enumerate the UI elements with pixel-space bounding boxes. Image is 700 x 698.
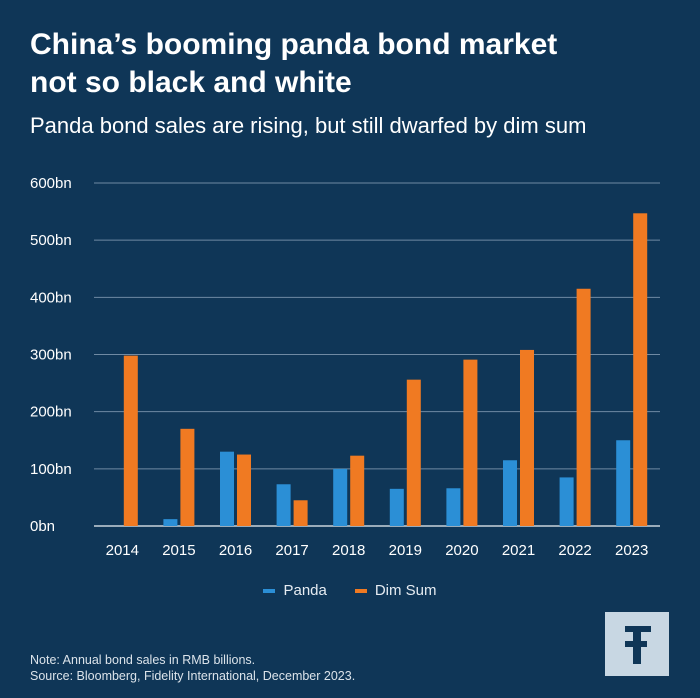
bar-panda	[616, 440, 631, 526]
bars	[123, 213, 648, 526]
source-line: Source: Bloomberg, Fidelity Internationa…	[30, 669, 356, 683]
bar-dim-sum	[350, 455, 365, 526]
x-tick-label: 2023	[615, 542, 648, 559]
bar-panda	[559, 477, 574, 526]
bar-panda	[446, 488, 461, 526]
x-tick-label: 2018	[332, 542, 365, 559]
bar-panda	[503, 460, 517, 526]
chart-title: China’s booming panda bond market not so…	[30, 26, 670, 102]
y-tick-label: 400bn	[30, 289, 72, 306]
y-tick-label: 300bn	[30, 347, 72, 364]
gridlines	[94, 182, 660, 527]
y-tick-label: 500bn	[30, 232, 72, 249]
bar-dim-sum	[463, 359, 478, 526]
x-tick-label: 2014	[106, 542, 139, 559]
legend-item-dim-sum: Dim Sum	[354, 582, 437, 599]
bar-dim-sum	[237, 454, 251, 526]
bar-dim-sum	[633, 213, 648, 526]
bar-dim-sum	[123, 355, 138, 526]
x-tick-label: 2015	[162, 542, 195, 559]
bar-panda	[389, 488, 404, 526]
note-line: Note: Annual bond sales in RMB billions.	[30, 653, 256, 667]
legend-label-dim-sum: Dim Sum	[374, 582, 437, 599]
source-note: Note: Annual bond sales in RMB billions.…	[30, 652, 355, 684]
x-tick-label: 2022	[558, 542, 591, 559]
bar-dim-sum	[520, 349, 534, 526]
legend-item-panda: Panda	[263, 582, 327, 599]
y-tick-label: 200bn	[30, 404, 72, 421]
fidelity-f-logo-icon	[625, 626, 651, 664]
bar-panda	[163, 519, 178, 526]
y-axis-ticks: 0bn 100bn 200bn 300bn 400bn 500bn 600bn	[30, 175, 72, 535]
bar-dim-sum	[576, 288, 591, 526]
bar-panda	[220, 451, 234, 526]
legend-swatch-panda	[263, 588, 276, 593]
chart-subtitle: Panda bond sales are rising, but still d…	[30, 113, 587, 138]
bar-panda	[333, 468, 348, 526]
x-tick-label: 2016	[219, 542, 252, 559]
x-tick-label: 2019	[389, 542, 422, 559]
title-line-2: not so black and white	[30, 66, 352, 99]
legend-label-panda: Panda	[283, 582, 327, 599]
y-tick-label: 100bn	[30, 461, 72, 478]
bar-dim-sum	[406, 379, 421, 526]
legend-swatch-dim-sum	[354, 588, 367, 593]
bar-panda	[276, 484, 291, 526]
y-tick-label: 0bn	[30, 518, 55, 535]
y-tick-label: 600bn	[30, 175, 72, 192]
legend: Panda Dim Sum	[0, 582, 700, 599]
x-tick-label: 2017	[275, 542, 308, 559]
x-tick-label: 2021	[502, 542, 535, 559]
x-axis-ticks: 2014 2015 2016 2017 2018 2019 2020 2021 2022 2023	[106, 542, 649, 559]
title-line-1: China’s booming panda bond market	[30, 28, 558, 61]
x-tick-label: 2020	[445, 542, 478, 559]
bar-dim-sum	[180, 428, 195, 526]
bar-dim-sum	[293, 500, 308, 526]
fidelity-logo	[605, 612, 669, 676]
